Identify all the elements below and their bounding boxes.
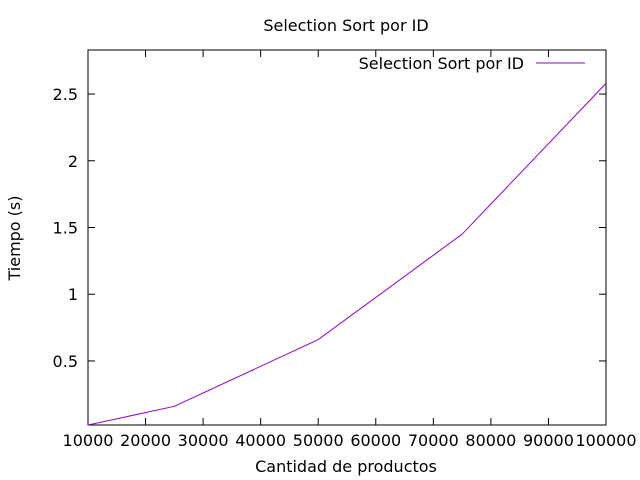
y-tick-label: 1 [68, 285, 78, 304]
y-tick-label: 2 [68, 152, 78, 171]
x-axis-label: Cantidad de productos [255, 457, 437, 476]
y-axis-label: Tiempo (s) [5, 195, 24, 281]
x-tick-label: 10000 [63, 431, 114, 450]
y-tick-label: 0.5 [53, 352, 78, 371]
tick-labels: 10000 20000 30000 40000 50000 60000 70000 80000… [53, 85, 637, 450]
x-tick-label: 30000 [178, 431, 229, 450]
x-tick-label: 80000 [465, 431, 516, 450]
chart-title: Selection Sort por ID [263, 16, 428, 35]
plot-frame [87, 49, 607, 426]
x-tick-label: 40000 [235, 431, 286, 450]
y-tick-label: 2.5 [53, 85, 78, 104]
x-tick-label: 70000 [408, 431, 459, 450]
x-tick-label: 100000 [575, 431, 636, 450]
x-tick-label: 90000 [523, 431, 574, 450]
series-line-selection-sort [87, 83, 607, 426]
x-tick-label: 50000 [293, 431, 344, 450]
y-tick-label: 1.5 [53, 218, 78, 237]
x-tick-label: 60000 [350, 431, 401, 450]
x-tick-label: 20000 [120, 431, 171, 450]
axis-ticks [87, 50, 607, 425]
legend-label: Selection Sort por ID [359, 54, 524, 73]
